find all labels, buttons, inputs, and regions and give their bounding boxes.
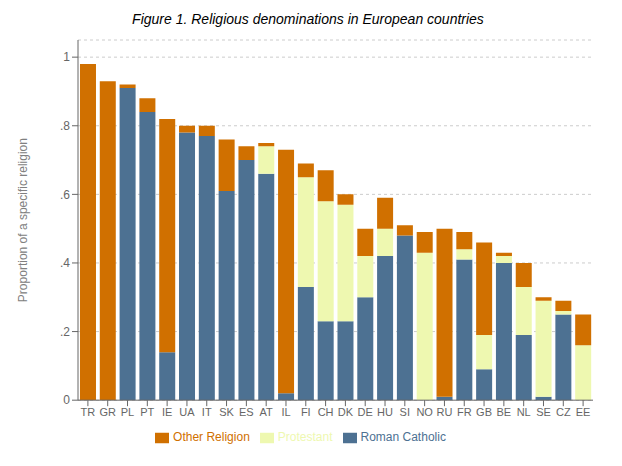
svg-text:IT: IT (202, 406, 212, 418)
svg-text:IL: IL (281, 406, 290, 418)
svg-text:AT: AT (260, 406, 274, 418)
svg-text:.2: .2 (60, 325, 70, 339)
svg-text:PT: PT (140, 406, 154, 418)
svg-text:BE: BE (497, 406, 512, 418)
svg-text:GB: GB (476, 406, 492, 418)
svg-text:FR: FR (457, 406, 472, 418)
svg-text:CH: CH (318, 406, 334, 418)
svg-text:DK: DK (338, 406, 354, 418)
html-text:Protestant: Protestant (277, 430, 333, 445)
svg-text:PL: PL (121, 406, 134, 418)
svg-text:.6: .6 (60, 188, 70, 202)
svg-text:FI: FI (301, 406, 311, 418)
svg-text:NO: NO (416, 406, 433, 418)
svg-text:TR: TR (81, 406, 96, 418)
svg-text:SI: SI (400, 406, 410, 418)
svg-text:RU: RU (436, 406, 452, 418)
svg-text:GR: GR (99, 406, 116, 418)
svg-text:NL: NL (517, 406, 531, 418)
svg-text:HU: HU (377, 406, 393, 418)
html-text:Figure 1. Religious denominati: Figure 1. Religious denominations in Eur… (132, 11, 484, 27)
svg-text:0: 0 (63, 393, 70, 407)
svg-text:CZ: CZ (556, 406, 571, 418)
svg-text:EE: EE (576, 406, 591, 418)
html-text:Other Religion: Other Religion (173, 430, 250, 445)
svg-text:.4: .4 (60, 256, 70, 270)
svg-text:SE: SE (536, 406, 551, 418)
svg-text:.8: .8 (60, 119, 70, 133)
svg-text:DE: DE (358, 406, 373, 418)
svg-text:UA: UA (179, 406, 195, 418)
svg-text:Proportion of a specific relig: Proportion of a specific religion (16, 138, 30, 302)
svg-text:IE: IE (162, 406, 172, 418)
svg-text:1: 1 (63, 50, 70, 64)
html-text:Roman Catholic: Roman Catholic (360, 430, 446, 445)
svg-text:ES: ES (239, 406, 254, 418)
svg-text:SK: SK (219, 406, 234, 418)
